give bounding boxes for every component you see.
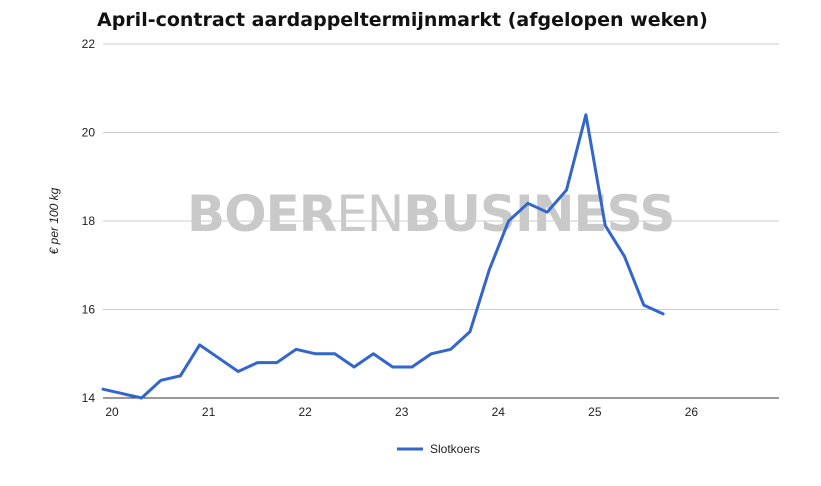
y-tick-label-18: 18: [82, 214, 96, 228]
x-tick-label-21: 21: [202, 405, 216, 419]
data-point-17: [430, 352, 433, 355]
y-tick-label-16: 16: [82, 303, 96, 317]
data-point-15: [391, 365, 394, 369]
data-point-22: [526, 202, 530, 205]
data-point-26: [603, 224, 607, 227]
x-tick-label-20: 20: [105, 405, 119, 419]
data-point-0: [101, 387, 105, 391]
watermark-logo: BOERENBUSINESS: [187, 189, 675, 239]
data-point-5: [198, 343, 201, 347]
data-point-21: [507, 219, 510, 223]
y-tick-label-14: 14: [82, 391, 96, 405]
x-tick-label-24: 24: [492, 405, 506, 419]
x-tick-label-23: 23: [395, 405, 409, 419]
data-point-23: [546, 210, 549, 214]
data-point-16: [410, 365, 414, 369]
watermark-part-boer: BOER: [187, 185, 337, 243]
y-axis-ticks: 14 16 18 20 22: [82, 37, 96, 405]
data-point-2: [140, 396, 143, 400]
data-point-25: [584, 113, 588, 117]
watermark-part-en: EN: [336, 185, 404, 243]
data-point-20: [488, 268, 491, 271]
series-line-0: [101, 113, 665, 400]
x-tick-label-26: 26: [685, 405, 699, 419]
data-point-1: [121, 392, 124, 395]
series-group: [101, 113, 665, 400]
data-point-9: [275, 361, 279, 364]
y-axis-label: € per 100 kg: [47, 187, 61, 254]
legend: Slotkoers: [397, 442, 480, 456]
data-point-13: [352, 365, 356, 369]
data-point-12: [333, 352, 336, 355]
data-point-19: [468, 330, 472, 333]
watermark-part-business: BUSINESS: [403, 185, 675, 243]
data-point-14: [372, 352, 375, 355]
data-point-8: [256, 361, 259, 364]
legend-label-slotkoers: Slotkoers: [430, 442, 480, 456]
data-point-27: [623, 255, 626, 258]
x-axis-ticks: 20 21 22 23 24 25 26: [105, 405, 698, 419]
chart-title: April-contract aardappeltermijnmarkt (af…: [97, 9, 708, 31]
x-tick-label-25: 25: [588, 405, 602, 419]
data-point-11: [314, 352, 317, 355]
data-point-28: [642, 303, 645, 307]
data-point-6: [217, 356, 221, 360]
gridlines: [103, 43, 779, 310]
data-point-4: [179, 374, 182, 378]
data-point-29: [661, 312, 665, 316]
data-point-24: [565, 188, 568, 192]
data-point-7: [237, 370, 240, 373]
y-tick-label-22: 22: [82, 37, 96, 51]
data-point-10: [294, 348, 298, 351]
y-tick-label-20: 20: [82, 126, 96, 140]
data-point-3: [159, 379, 163, 382]
data-point-18: [449, 348, 452, 351]
x-tick-label-22: 22: [298, 405, 312, 419]
